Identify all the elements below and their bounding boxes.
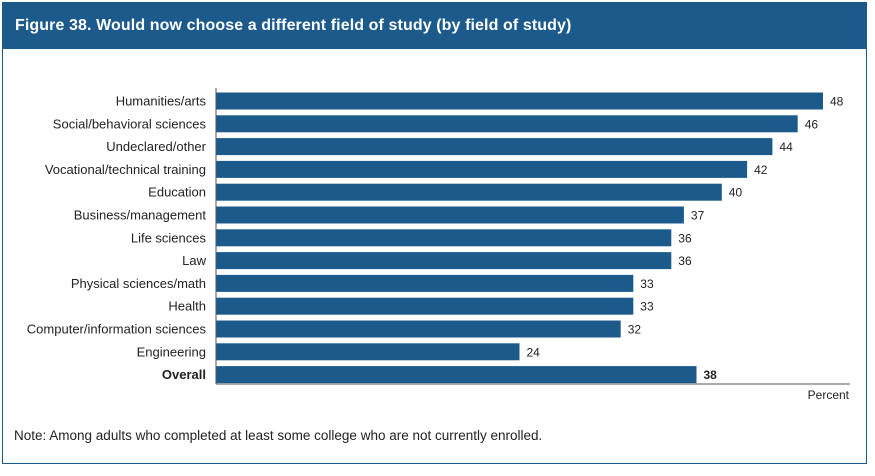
bar-7 [216,252,672,270]
figure-title-bar: Figure 38. Would now choose a different … [3,3,866,49]
data-label-0: 48 [830,95,844,109]
category-label-4: Education [148,185,206,200]
data-label-10: 32 [628,323,642,337]
bar-3 [216,160,748,178]
category-label-3: Vocational/technical training [45,162,206,177]
category-label-8: Physical sciences/math [71,276,206,291]
bar-1 [216,115,798,133]
bar-4 [216,183,722,201]
data-label-3: 42 [754,163,768,177]
category-label-10: Computer/information sciences [27,322,207,337]
category-label-9: Health [168,299,206,314]
category-label-12: Overall [162,367,206,382]
x-axis-label: Percent [808,388,850,402]
bar-6 [216,229,672,247]
data-label-5: 37 [691,209,705,223]
bar-0 [216,92,823,110]
data-label-12: 38 [704,368,718,382]
bar-2 [216,138,773,156]
bar-11 [216,343,520,361]
data-label-6: 36 [678,231,692,245]
category-label-6: Life sciences [131,230,207,245]
category-label-0: Humanities/arts [116,94,207,109]
figure-frame: Figure 38. Would now choose a different … [2,2,867,464]
category-label-11: Engineering [137,344,206,359]
figure-note: Note: Among adults who completed at leas… [14,428,543,443]
data-label-1: 46 [805,117,819,131]
data-label-9: 33 [640,300,654,314]
category-label-5: Business/management [74,208,207,223]
bar-12 [216,366,697,384]
category-label-2: Undeclared/other [106,139,206,154]
bar-9 [216,297,634,315]
data-label-7: 36 [678,254,692,268]
data-label-11: 24 [527,345,541,359]
data-label-4: 40 [729,186,743,200]
figure-title: Figure 38. Would now choose a different … [15,17,572,34]
bar-8 [216,274,634,292]
category-label-7: Law [182,253,206,268]
category-label-1: Social/behavioral sciences [53,116,207,131]
data-label-2: 44 [779,140,793,154]
bar-5 [216,206,684,224]
bar-10 [216,320,621,338]
data-label-8: 33 [640,277,654,291]
